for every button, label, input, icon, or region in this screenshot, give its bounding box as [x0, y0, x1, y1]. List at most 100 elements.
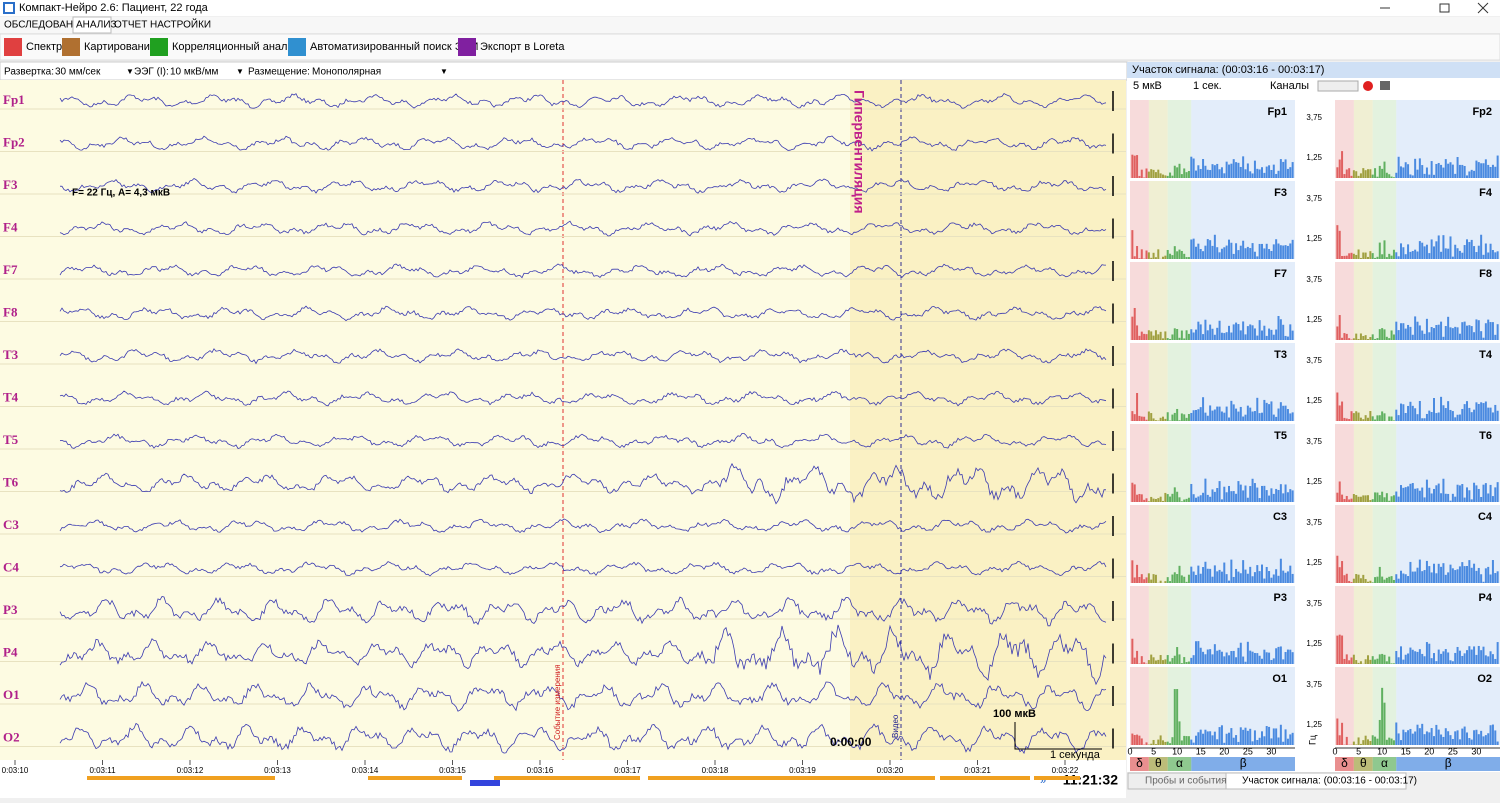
- spectrum-bar: [1197, 165, 1199, 178]
- band-bg: [1149, 100, 1168, 178]
- spectrum-bar: [1490, 651, 1492, 664]
- channel-label: O1: [3, 687, 20, 702]
- spectrum-bar: [1461, 253, 1463, 259]
- toolbar-button[interactable]: Автоматизированный поиск ЭПИ: [310, 41, 478, 53]
- dropdown-arrow[interactable]: ▼: [236, 67, 244, 76]
- spectrum-bar: [1398, 415, 1400, 421]
- spectrum-bar: [1200, 169, 1202, 178]
- spectrum-bar: [1247, 731, 1249, 745]
- menu-tab[interactable]: АНАЛИЗ: [76, 20, 117, 31]
- spectrum-bar: [1485, 402, 1487, 421]
- spectrum-bar: [1174, 413, 1176, 421]
- spectrum-bar: [1353, 579, 1355, 583]
- menu-tab[interactable]: НАСТРОЙКИ: [150, 18, 211, 31]
- freq-tick: 25: [1243, 746, 1253, 756]
- spectrum-bar: [1402, 574, 1404, 583]
- spectrum-bar: [1266, 403, 1268, 421]
- spectrum-bar: [1216, 247, 1218, 259]
- spectrum-bar: [1186, 736, 1188, 745]
- spectrum-bar: [1275, 330, 1277, 340]
- spectrum-bar: [1221, 333, 1223, 340]
- spectrum-bar: [1259, 738, 1261, 745]
- spectrum-bar: [1242, 560, 1244, 583]
- spectrum-bar: [1230, 401, 1232, 421]
- dropdown-arrow[interactable]: ▼: [440, 67, 448, 76]
- timeline-cursor[interactable]: [470, 780, 500, 786]
- spectrum-ytick: 1,25: [1306, 234, 1322, 243]
- spectrum-bar: [1400, 243, 1402, 259]
- spectrum-bar: [1374, 577, 1376, 583]
- spectrum-bar: [1419, 325, 1421, 340]
- spectrum-bar: [1197, 497, 1199, 502]
- spectrum-bar: [1440, 567, 1442, 583]
- spectrum-bar: [1384, 703, 1386, 745]
- spectrum-bar: [1134, 156, 1136, 178]
- spectrum-bar: [1287, 246, 1289, 259]
- control[interactable]: 30 мм/сек: [55, 67, 101, 78]
- spectrum-bar: [1169, 254, 1171, 259]
- spectrum-bar: [1233, 159, 1235, 178]
- menu-tab[interactable]: ОТЧЕТ: [114, 20, 147, 31]
- spectrum-bar: [1433, 246, 1435, 259]
- spectrum-bar: [1162, 501, 1164, 502]
- panel-channels[interactable]: Каналы: [1270, 80, 1309, 92]
- spectrum-bar: [1485, 243, 1487, 259]
- panel-amp[interactable]: 5 мкВ: [1133, 80, 1162, 92]
- spectrum-bar: [1237, 648, 1239, 664]
- spectrum-bar: [1275, 239, 1277, 259]
- spectrum-bar: [1457, 248, 1459, 259]
- spectrum-bar: [1233, 254, 1235, 259]
- band-label: δ: [1341, 756, 1348, 770]
- spectrum-bar: [1270, 578, 1272, 583]
- toolbar-button[interactable]: Корреляционный анализ: [172, 41, 299, 53]
- spectrum-bar: [1167, 250, 1169, 259]
- spectrum-bar: [1183, 577, 1185, 583]
- band-bg: [1149, 667, 1168, 745]
- spectrum-bar: [1343, 418, 1345, 421]
- spectrum-bar: [1339, 567, 1341, 583]
- spectrum-bar: [1343, 499, 1345, 502]
- print-icon[interactable]: [1380, 81, 1390, 90]
- spectrum-ytick: 1,25: [1306, 639, 1322, 648]
- channel-label: O2: [3, 729, 20, 744]
- control[interactable]: Монополярная: [312, 67, 381, 78]
- close-icon[interactable]: [1363, 81, 1373, 91]
- spectrum-bar: [1461, 562, 1463, 583]
- spectrum-bar: [1193, 410, 1195, 421]
- spectrum-bar: [1270, 660, 1272, 664]
- toolbar-button[interactable]: Экспорт в Loreta: [480, 41, 565, 53]
- freq-tick: 20: [1219, 746, 1229, 756]
- band-bg: [1149, 586, 1168, 664]
- toolbar-button[interactable]: Спектр: [26, 41, 62, 53]
- spectrum-bar: [1360, 258, 1362, 259]
- control: Развертка:: [4, 67, 54, 78]
- toolbar-button[interactable]: Картирование: [84, 41, 156, 53]
- spectrum-bar: [1285, 652, 1287, 664]
- freq-tick: 15: [1196, 746, 1206, 756]
- spectrum-bar: [1428, 175, 1430, 178]
- spectrum-bar: [1442, 405, 1444, 421]
- spectrum-bar: [1157, 740, 1159, 745]
- panel-window[interactable]: 1 сек.: [1193, 80, 1222, 92]
- spectrum-bar: [1494, 405, 1496, 421]
- time-label: 0:03:20: [877, 766, 904, 775]
- control[interactable]: 10 мкВ/мм: [170, 67, 218, 78]
- spectrum-bar: [1471, 326, 1473, 340]
- band-label: β: [1240, 756, 1247, 770]
- spectrum-bar: [1134, 735, 1136, 745]
- dropdown-arrow[interactable]: ▼: [126, 67, 134, 76]
- spectrum-bar: [1252, 173, 1254, 178]
- spectrum-bar: [1160, 332, 1162, 340]
- spectrum-bar: [1376, 338, 1378, 340]
- spectrum-bar: [1186, 582, 1188, 583]
- spectrum-bar: [1240, 330, 1242, 340]
- spectrum-bar: [1230, 491, 1232, 502]
- spectrum-bar: [1228, 581, 1230, 583]
- spectrum-bar: [1209, 731, 1211, 745]
- spectrum-bar: [1204, 246, 1206, 259]
- spectrum-bar: [1171, 255, 1173, 259]
- spectrum-bar: [1164, 331, 1166, 340]
- spectrum-bar: [1266, 652, 1268, 664]
- spectrum-bar: [1459, 165, 1461, 178]
- time-label: 0:03:15: [439, 766, 466, 775]
